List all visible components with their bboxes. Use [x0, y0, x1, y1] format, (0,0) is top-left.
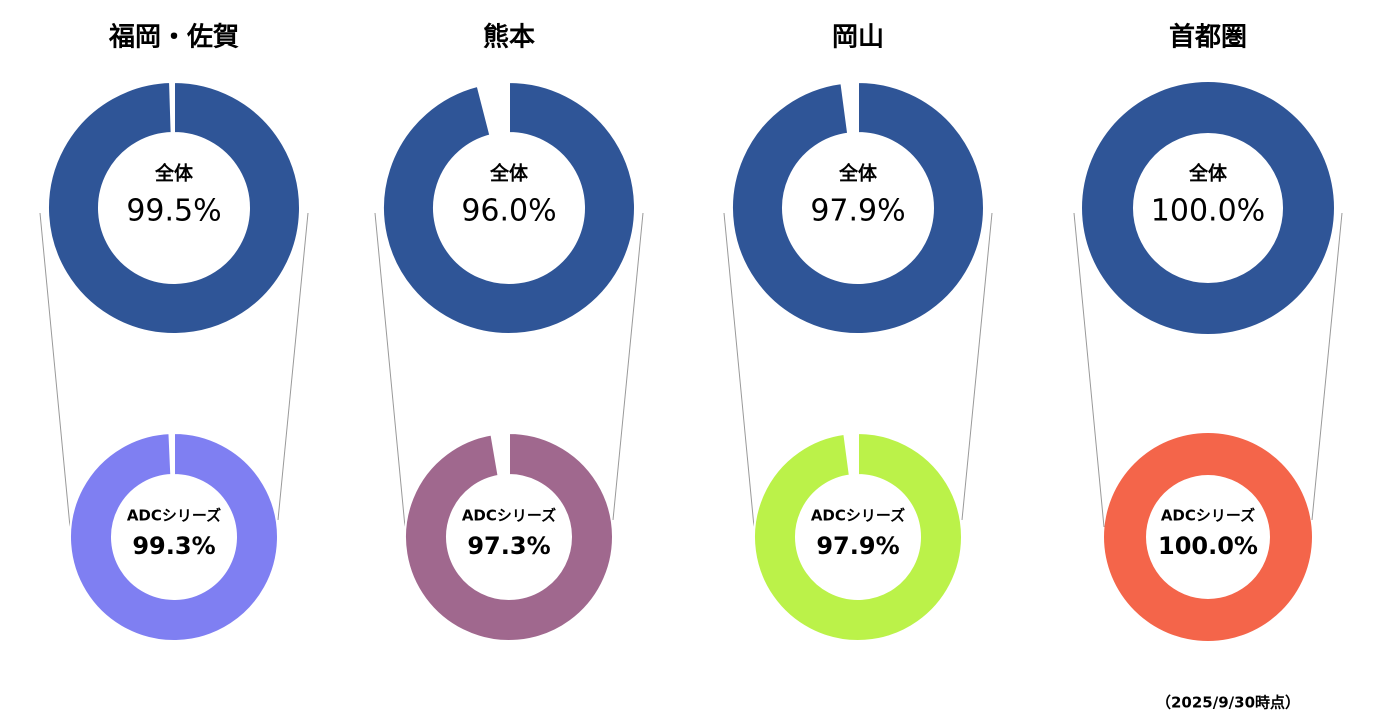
footnote: （2025/9/30時点）	[1156, 694, 1300, 712]
center-value: 97.9%	[810, 194, 905, 229]
center-value: 97.9%	[816, 532, 899, 560]
donut-arc	[1082, 82, 1334, 334]
donut-arc	[753, 431, 963, 642]
connector	[1311, 212, 1343, 521]
center-label: ADCシリーズ	[127, 507, 221, 525]
connector	[374, 212, 406, 528]
connector	[1073, 212, 1105, 528]
center-value: 100.0%	[1158, 532, 1258, 560]
center-value: 96.0%	[461, 194, 556, 229]
donut-arc	[47, 80, 301, 335]
region-title: 岡山	[832, 23, 884, 53]
center-label: 全体	[1188, 162, 1228, 185]
donut-arc	[404, 431, 614, 642]
center-value: 100.0%	[1151, 194, 1265, 229]
connector	[39, 212, 71, 528]
center-label: 全体	[838, 162, 878, 185]
connector	[612, 212, 644, 521]
region-title: 首都圏	[1169, 22, 1247, 53]
center-label: ADCシリーズ	[1161, 507, 1255, 525]
center-value: 99.5%	[126, 194, 221, 229]
donut-arc	[731, 80, 985, 335]
donut-arc	[1104, 433, 1312, 641]
connector	[277, 212, 309, 521]
center-label: 全体	[154, 162, 194, 185]
center-label: ADCシリーズ	[811, 507, 905, 525]
center-value: 97.3%	[467, 532, 550, 560]
connector	[723, 212, 755, 528]
region-title: 熊本	[483, 22, 535, 53]
region-title: 福岡・佐賀	[108, 23, 239, 53]
center-value: 99.3%	[132, 532, 215, 560]
center-label: ADCシリーズ	[462, 507, 556, 525]
connector	[961, 212, 993, 521]
center-label: 全体	[489, 162, 529, 185]
donut-arc	[382, 80, 636, 335]
donut-arc	[69, 431, 279, 642]
